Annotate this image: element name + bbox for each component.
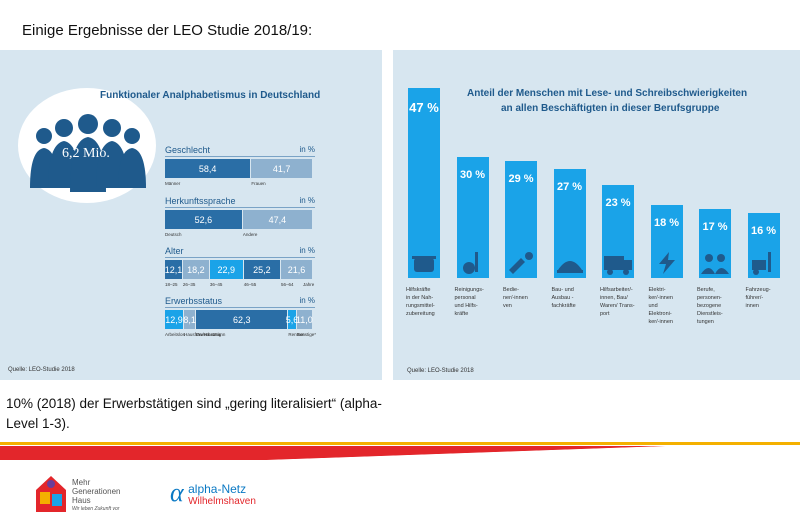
category-label: Deutsch: [165, 232, 182, 237]
stacked-bar: 12,9 8,1 62,3 5,6 11,0: [165, 310, 313, 329]
occupation-icon: [462, 252, 478, 274]
logo1-line3: Haus: [72, 496, 91, 505]
category-label: Rentner: [288, 332, 305, 337]
occupation-icon: [509, 252, 533, 274]
section-divider: [165, 257, 315, 258]
category-label: 18–25: [165, 282, 178, 287]
category-label: Erwerbstätig: [196, 332, 222, 337]
section-title: Erwerbsstatus in %: [165, 296, 315, 306]
occupation-label: Fahrzeug-führer/- innen: [745, 287, 771, 309]
unit-label: Jahre: [303, 282, 315, 287]
right-chart-title-1: Anteil der Menschen mit Lese- und Schrei…: [467, 88, 748, 99]
people-silhouette-icon: [30, 114, 146, 192]
section-title: Geschlecht in %: [165, 145, 315, 155]
category-label: 46–55: [243, 282, 257, 287]
stacked-bar: 52,6 47,4: [165, 210, 313, 229]
yellow-stripe: [0, 442, 800, 445]
logo2-name: alpha-Netz: [188, 482, 247, 496]
unit-label: in %: [299, 246, 315, 255]
logo1-line1: Mehr: [72, 478, 91, 487]
bar-segment: 41,7: [251, 159, 313, 178]
left-infographic-panel: 6,2 Mio. Funktionaler Analphabetismus in…: [0, 50, 382, 380]
category-label: Männer: [165, 181, 181, 186]
category-label: Frauen: [251, 181, 266, 186]
footer-statement: 10% (2018) der Erwerbstätigen sind „geri…: [6, 396, 382, 431]
bar-segment: 47,4: [242, 210, 313, 229]
bar-segment: 18,2: [182, 260, 210, 279]
right-chart-title-2: an allen Beschäftigten in dieser Berufsg…: [501, 103, 720, 114]
generations-house-logo-icon: [36, 476, 66, 512]
section-divider: [165, 207, 315, 208]
category-label: 26–35: [182, 282, 196, 287]
alpha-netz-logo: α alpha-Netz Wilhelmshaven: [170, 478, 256, 508]
right-infographic-panel: Anteil der Menschen mit Lese- und Schrei…: [393, 50, 800, 380]
unit-label: in %: [299, 196, 315, 205]
total-count-label: 6,2 Mio.: [62, 146, 110, 161]
occupation-bar: 30 %: [456, 156, 489, 278]
unit-label: in %: [299, 296, 315, 305]
category-label: Arbeitslos: [165, 332, 185, 337]
logo1-tagline: Wir leben Zukunft vor: [72, 506, 120, 512]
occupation-icon: [604, 256, 632, 275]
bar-segment: 8,1: [183, 310, 197, 329]
category-label: Sonstige*: [296, 332, 316, 337]
occupation-label: Hilfskräfte in der Nah-rungsmittel-zubere…: [406, 287, 435, 317]
occupation-icon: [658, 252, 675, 274]
occupation-icon: [751, 252, 771, 275]
logo2-city: Wilhelmshaven: [188, 496, 256, 507]
bar-segment: 12,1: [165, 260, 183, 279]
occupation-label: Bedie-ner/-innen ven: [503, 287, 528, 309]
unit-label: in %: [299, 145, 315, 154]
bar-segment: 5,6: [286, 310, 298, 329]
bar-segment: 25,2: [243, 260, 281, 279]
category-label: Andere: [242, 232, 258, 237]
bar-segment: 11,0: [296, 310, 313, 329]
section-divider: [165, 156, 315, 157]
left-source-note: Quelle: LEO-Studie 2018: [8, 367, 75, 373]
occupation-icon: [701, 254, 729, 274]
bar-segment: 12,9: [165, 310, 185, 329]
left-chart-title: Funktionaler Analphabetismus in Deutschl…: [100, 90, 321, 101]
occupation-label: Reinigungs-personal und Hilfs-kräfte: [454, 287, 484, 317]
occupation-bar: 17 %: [699, 209, 731, 278]
occupation-icon: [556, 261, 583, 273]
right-source-note: Quelle: LEO-Studie 2018: [407, 368, 474, 374]
bar-segment: 52,6: [165, 210, 243, 229]
occupation-icon: [412, 256, 436, 272]
stacked-bar: 12,1 18,2 22,9 25,2 21,6: [165, 260, 313, 279]
red-stripe: [0, 446, 800, 460]
occupation-label: Bau- und Ausbau - fachkräfte: [551, 287, 576, 309]
logo1-line2: Generationen: [72, 487, 121, 496]
page-heading: Einige Ergebnisse der LEO Studie 2018/19…: [22, 22, 313, 39]
section-title: Alter in %: [165, 246, 315, 256]
category-label: Hausfrau/Hausmann: [184, 332, 226, 337]
section-title: Herkunftssprache in %: [165, 196, 315, 206]
stacked-bar: 58,4 41,7: [165, 159, 313, 178]
alpha-symbol-icon: α: [170, 478, 184, 507]
category-label: 36–45: [209, 282, 223, 287]
generations-house-logo-text: Mehr Generationen Haus Wir leben Zukunft…: [72, 478, 120, 514]
category-label: 56–64: [281, 282, 294, 287]
bar-segment: 58,4: [165, 159, 252, 178]
bar-segment: 22,9: [209, 260, 244, 279]
occupation-label: Hilfsarbeiter/- innen, Bau/Waren/ Trans-p…: [600, 287, 635, 317]
bar-segment: 62,3: [196, 310, 289, 329]
people-illustration: 6,2 Mio.: [18, 88, 156, 203]
occupation-bar: 27 %: [553, 168, 586, 278]
bar-segment: 21,6: [281, 260, 313, 279]
occupation-label: Berufe, personen-bezogene Dienstleis-tunge…: [697, 287, 723, 325]
occupation-label: Elektri-ker/-innen und Elektroni-ker/-inne…: [648, 287, 673, 325]
occupation-bar: 47 %: [408, 88, 440, 278]
section-divider: [165, 307, 315, 308]
